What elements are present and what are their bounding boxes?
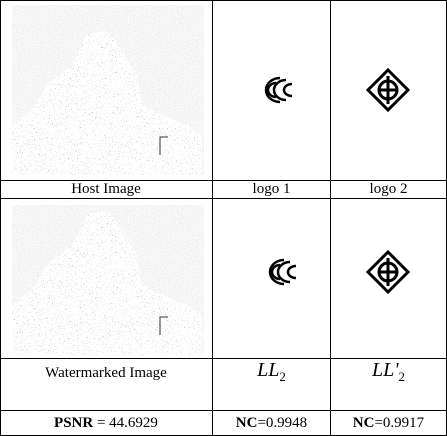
caption: Host Image bbox=[0, 181, 212, 198]
logo-1-extracted bbox=[252, 252, 302, 292]
base: LL bbox=[257, 359, 279, 381]
logo-1 bbox=[248, 70, 298, 110]
watermarked-image bbox=[12, 205, 204, 355]
metric-name: PSNR bbox=[54, 415, 93, 432]
caption: LL2 bbox=[213, 356, 330, 388]
label: Host Image bbox=[71, 181, 141, 198]
logo-2-extracted bbox=[366, 250, 410, 294]
figure-table: Host Image logo 1 logo 2 Watermarked Ima… bbox=[0, 0, 447, 436]
metric-value: = 44.6929 bbox=[93, 415, 158, 432]
caption: logo 2 bbox=[331, 181, 446, 198]
metric: NC=0.9917 bbox=[331, 411, 446, 435]
metric-value: =0.9917 bbox=[374, 415, 424, 432]
metric: NC=0.9948 bbox=[213, 411, 330, 435]
caption: LL'2 bbox=[331, 356, 446, 388]
subscript: 2 bbox=[399, 369, 406, 384]
label: logo 2 bbox=[370, 181, 408, 198]
base: LL' bbox=[372, 359, 399, 381]
metric: PSNR = 44.6929 bbox=[0, 411, 212, 435]
host-image bbox=[12, 5, 204, 175]
label: logo 1 bbox=[253, 181, 291, 198]
logo-2 bbox=[366, 68, 410, 112]
metric-name: NC bbox=[236, 415, 258, 432]
math-label: LL'2 bbox=[372, 359, 405, 385]
rule bbox=[0, 198, 447, 199]
rule bbox=[0, 0, 447, 1]
caption: logo 1 bbox=[213, 181, 330, 198]
label: Watermarked Image bbox=[45, 365, 167, 382]
metric-value: =0.9948 bbox=[257, 415, 307, 432]
subscript: 2 bbox=[279, 369, 286, 384]
caption: Watermarked Image bbox=[0, 359, 212, 387]
math-label: LL2 bbox=[257, 359, 286, 385]
metric-name: NC bbox=[353, 415, 375, 432]
